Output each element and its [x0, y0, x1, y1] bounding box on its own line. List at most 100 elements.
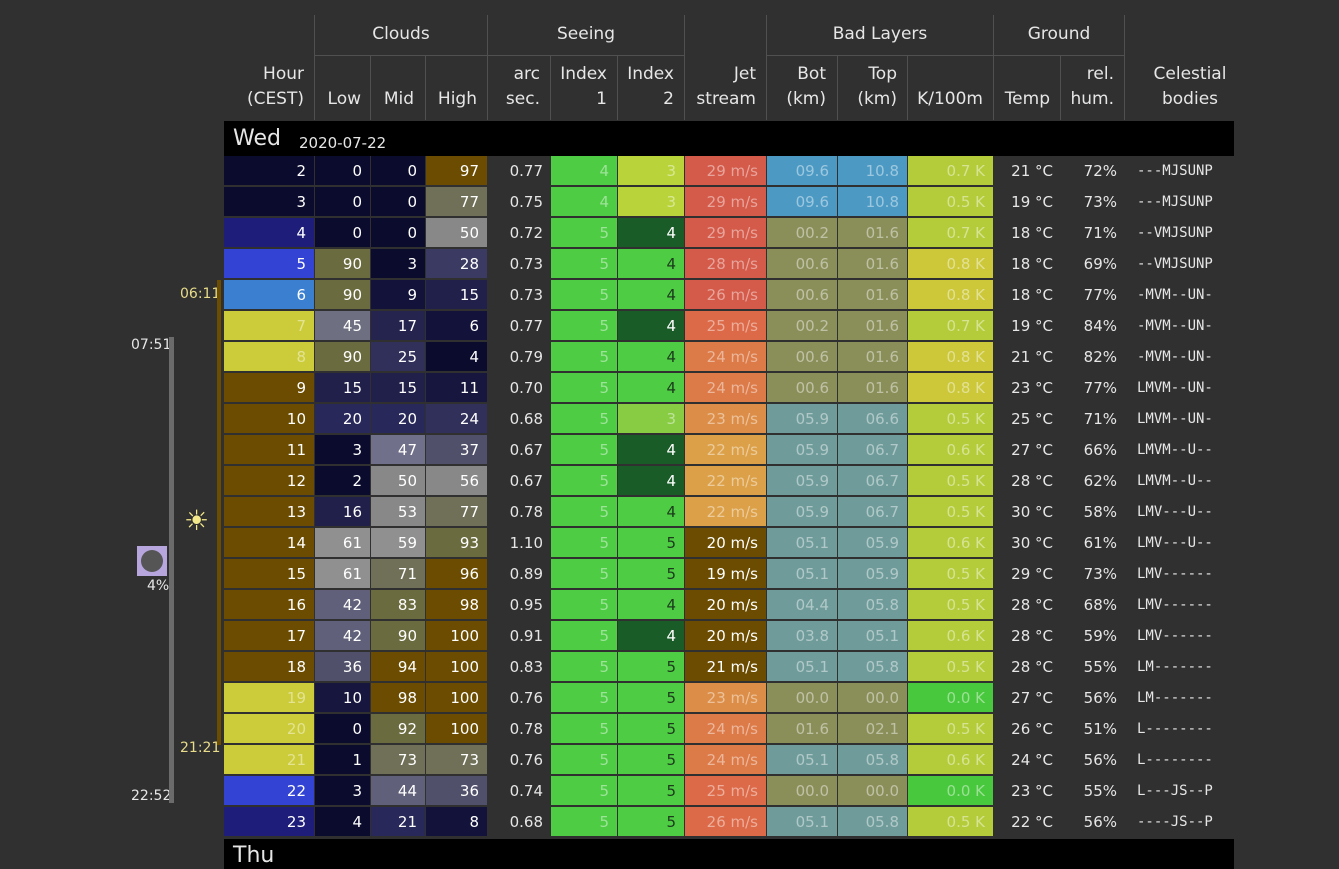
divider	[1124, 15, 1125, 120]
cell-celestial: ---MJSUNP	[1125, 187, 1234, 217]
divider	[617, 55, 618, 120]
cell-cloud-high: 24	[426, 404, 488, 434]
cell-hour: 14	[224, 528, 315, 558]
cell-index-2: 5	[618, 652, 685, 682]
cell-arc-sec: 0.68	[488, 404, 551, 434]
cell-index-1: 5	[551, 776, 618, 806]
cell-cloud-high: 100	[426, 621, 488, 651]
divider	[994, 55, 1124, 56]
cell-cloud-mid: 83	[371, 590, 426, 620]
cell-top: 01.6	[838, 249, 908, 279]
col-header-rel-hum: rel. hum.	[1070, 64, 1114, 109]
cell-arc-sec: 0.67	[488, 466, 551, 496]
cell-hour: 16	[224, 590, 315, 620]
cell-index-1: 5	[551, 466, 618, 496]
cell-k-per-100m: 0.5 K	[908, 466, 994, 496]
cell-cloud-high: 73	[426, 745, 488, 775]
cell-hour: 18	[224, 652, 315, 682]
moonrise-time: 07:51	[131, 337, 172, 353]
cell-k-per-100m: 0.8 K	[908, 280, 994, 310]
cell-bot: 00.6	[767, 342, 838, 372]
cell-cloud-low: 61	[315, 559, 371, 589]
cell-hour: 17	[224, 621, 315, 651]
cell-bot: 09.6	[767, 187, 838, 217]
cell-top: 01.6	[838, 218, 908, 248]
cell-cloud-mid: 92	[371, 714, 426, 744]
col-header-arc-sec: arc sec.	[505, 64, 540, 109]
cell-bot: 00.2	[767, 311, 838, 341]
cell-hour: 13	[224, 497, 315, 527]
cell-arc-sec: 0.70	[488, 373, 551, 403]
cell-arc-sec: 0.83	[488, 652, 551, 682]
cell-k-per-100m: 0.8 K	[908, 249, 994, 279]
moon-visibility-bar	[169, 337, 174, 803]
cell-celestial: L--------	[1125, 714, 1234, 744]
cell-hour: 10	[224, 404, 315, 434]
cell-cloud-low: 36	[315, 652, 371, 682]
sunset-time: 21:21	[180, 740, 221, 756]
cell-index-1: 5	[551, 807, 618, 837]
table-row: 6 90 9 15 0.73 5 4 26 m/s 00.6 01.6 0.8 K 18 °C 77% -…	[224, 280, 1234, 311]
cell-cloud-high: 96	[426, 559, 488, 589]
cell-index-2: 5	[618, 559, 685, 589]
divider	[837, 55, 838, 120]
cell-index-1: 5	[551, 745, 618, 775]
cell-top: 00.0	[838, 776, 908, 806]
cell-jet-stream: 29 m/s	[685, 187, 767, 217]
cell-cloud-low: 10	[315, 683, 371, 713]
cell-index-1: 5	[551, 497, 618, 527]
cell-jet-stream: 24 m/s	[685, 745, 767, 775]
cell-jet-stream: 21 m/s	[685, 652, 767, 682]
cell-index-2: 5	[618, 683, 685, 713]
divider	[487, 15, 488, 120]
cell-celestial: LMV------	[1125, 621, 1234, 651]
cell-celestial: L---JS--P	[1125, 776, 1234, 806]
cell-arc-sec: 0.76	[488, 683, 551, 713]
cell-hour: 20	[224, 714, 315, 744]
cell-temp: 30 °C	[994, 497, 1061, 527]
cell-top: 06.7	[838, 466, 908, 496]
cell-cloud-high: 6	[426, 311, 488, 341]
cell-arc-sec: 0.74	[488, 776, 551, 806]
cell-cloud-high: 8	[426, 807, 488, 837]
cell-top: 01.6	[838, 311, 908, 341]
cell-celestial: LMV---U--	[1125, 528, 1234, 558]
cell-index-1: 4	[551, 187, 618, 217]
divider	[315, 55, 487, 56]
cell-cloud-low: 61	[315, 528, 371, 558]
cell-top: 06.7	[838, 435, 908, 465]
cell-bot: 05.9	[767, 404, 838, 434]
cell-temp: 28 °C	[994, 621, 1061, 651]
cell-celestial: LM-------	[1125, 652, 1234, 682]
cell-jet-stream: 26 m/s	[685, 807, 767, 837]
cell-index-1: 5	[551, 435, 618, 465]
cell-arc-sec: 0.76	[488, 745, 551, 775]
cell-cloud-mid: 0	[371, 187, 426, 217]
table-row: 11 3 47 37 0.67 5 4 22 m/s 05.9 06.7 0.6 K 27 °C 66%…	[224, 435, 1234, 466]
col-header-k-per-100m: K/100m	[917, 89, 983, 109]
group-header-clouds: Clouds	[372, 24, 430, 44]
cell-bot: 00.0	[767, 683, 838, 713]
cell-cloud-high: 15	[426, 280, 488, 310]
cell-temp: 30 °C	[994, 528, 1061, 558]
cell-index-2: 4	[618, 342, 685, 372]
cell-jet-stream: 25 m/s	[685, 311, 767, 341]
cell-k-per-100m: 0.0 K	[908, 683, 994, 713]
cell-cloud-low: 0	[315, 187, 371, 217]
cell-cloud-high: 77	[426, 187, 488, 217]
cell-bot: 01.6	[767, 714, 838, 744]
cell-arc-sec: 0.77	[488, 156, 551, 186]
cell-bot: 05.9	[767, 435, 838, 465]
cell-k-per-100m: 0.7 K	[908, 218, 994, 248]
cell-k-per-100m: 0.6 K	[908, 435, 994, 465]
cell-bot: 05.1	[767, 745, 838, 775]
cell-rel-hum: 61%	[1061, 528, 1125, 558]
cell-top: 06.7	[838, 497, 908, 527]
cell-cloud-low: 90	[315, 342, 371, 372]
cell-temp: 21 °C	[994, 156, 1061, 186]
cell-index-1: 5	[551, 373, 618, 403]
cell-bot: 00.6	[767, 373, 838, 403]
cell-index-1: 5	[551, 249, 618, 279]
cell-top: 01.6	[838, 280, 908, 310]
table-row: 14 61 59 93 1.10 5 5 20 m/s 05.1 05.9 0.6 K 30 °C 61…	[224, 528, 1234, 559]
